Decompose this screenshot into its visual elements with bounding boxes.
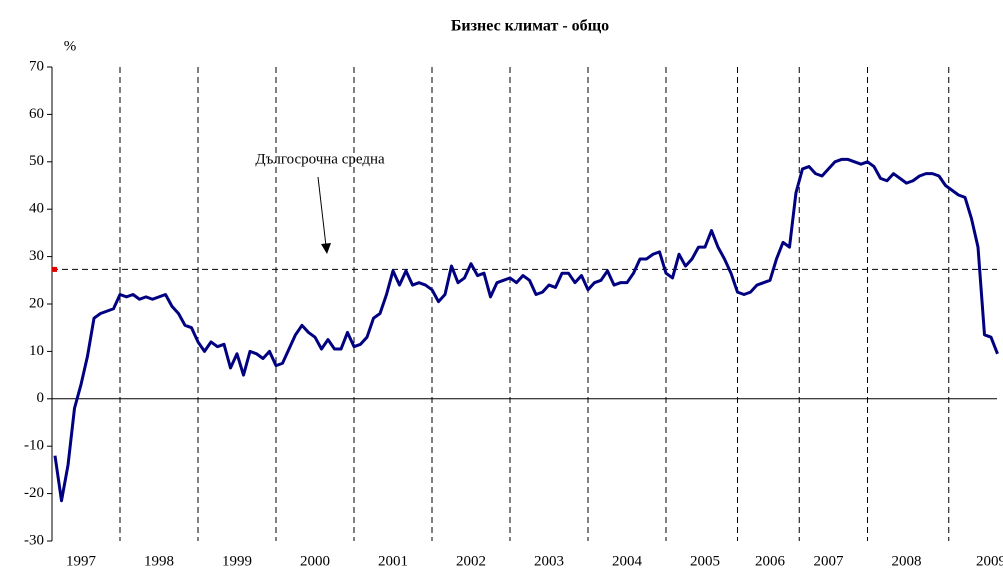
arrow-head <box>321 243 331 254</box>
average-marker <box>52 266 57 272</box>
y-tick-label: 0 <box>37 390 45 406</box>
x-tick-label: 2002 <box>456 553 486 569</box>
y-tick-label: -20 <box>24 485 44 501</box>
x-tick-label: 2008 <box>892 553 922 569</box>
x-tick-label: 2006 <box>755 553 786 569</box>
x-tick-label: 2004 <box>612 553 643 569</box>
y-tick-label: 60 <box>29 106 44 122</box>
chart-title: Бизнес климат - общо <box>451 18 609 35</box>
x-tick-label: 2005 <box>690 553 720 569</box>
x-tick-label: 1999 <box>222 553 252 569</box>
y-tick-label: 10 <box>29 343 44 359</box>
y-tick-label: -10 <box>24 438 44 454</box>
x-tick-label: 2003 <box>534 553 564 569</box>
annotation: Дългосрочна средна <box>255 151 385 167</box>
y-axis-label: % <box>64 38 77 54</box>
annotation-arrow <box>317 176 327 247</box>
x-tick-label: 2007 <box>814 553 845 569</box>
y-tick-label: 30 <box>29 248 44 264</box>
data-line <box>53 157 999 503</box>
y-tick-label: 70 <box>29 58 44 74</box>
x-tick-label: 1998 <box>144 553 174 569</box>
y-tick-label: 20 <box>29 295 44 311</box>
y-tick-label: 50 <box>29 153 44 169</box>
x-tick-label: 1997 <box>66 553 97 569</box>
x-tick-label: 2000 <box>300 553 330 569</box>
y-tick-label: -30 <box>24 532 44 548</box>
y-tick-label: 40 <box>29 201 44 217</box>
x-tick-label: 2009 <box>976 553 1003 569</box>
x-tick-label: 2001 <box>378 553 408 569</box>
